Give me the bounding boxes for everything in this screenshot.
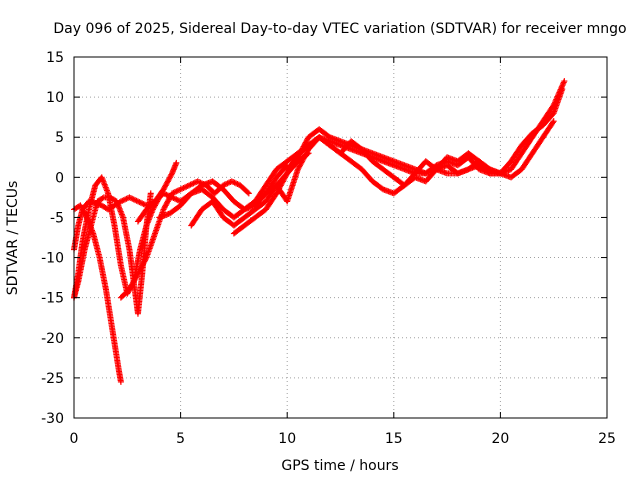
data-point [168,171,175,178]
x-axis-label: GPS time / hours [281,458,398,474]
y-tick-label: 15 [46,50,64,66]
y-tick-label: 0 [55,170,64,186]
data-point [561,78,568,85]
data-point [142,255,149,262]
data-point [147,190,154,197]
x-tick-label: 15 [385,431,403,447]
series-0 [71,202,124,385]
data-point [245,190,252,197]
plot-frame [73,56,608,419]
y-tick-label: -20 [41,331,64,347]
x-tick-label: 5 [176,431,185,447]
y-tick-label: -25 [41,371,64,387]
data-point [485,169,492,176]
y-tick-label: 5 [55,130,64,146]
x-tick-label: 25 [598,431,616,447]
data-point [550,118,557,125]
x-tick-label: 0 [70,431,79,447]
y-tick-label: -5 [50,210,64,226]
data-point [173,159,180,166]
data-point [244,189,251,196]
x-tick-label: 20 [491,431,509,447]
axis-ticks [73,56,608,419]
series-11 [284,126,504,177]
series-7 [156,162,291,221]
data-points [71,78,568,385]
chart-title: Day 096 of 2025, Sidereal Day-to-day VTE… [53,21,626,37]
y-tick-label: -30 [41,411,64,427]
y-tick-label: -10 [41,251,64,267]
data-point [549,119,556,126]
data-point [99,195,106,202]
y-axis-label: SDTVAR / TECUs [5,181,21,296]
data-point [117,378,124,385]
x-tick-label: 10 [278,431,296,447]
y-tick-label: 10 [46,90,64,106]
series-12 [497,118,557,181]
tick-labels: 0 5 10 15 20 25 -30 -25 -20 -15 -10 -5 0 5 10 15 [41,50,616,447]
y-tick-label: -15 [41,291,64,307]
